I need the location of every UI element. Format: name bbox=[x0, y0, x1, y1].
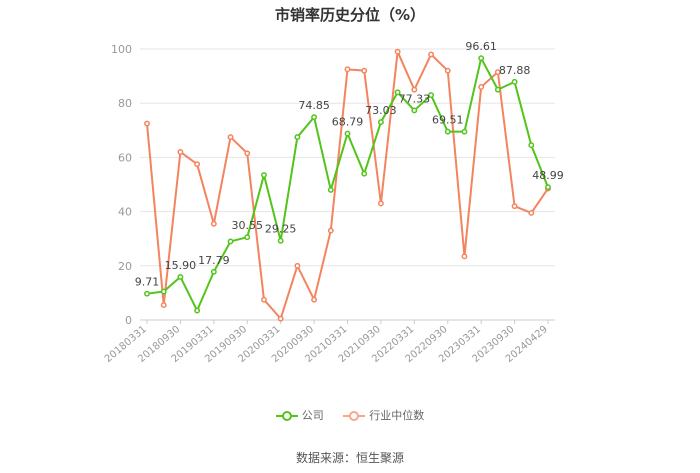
company-point bbox=[327, 186, 334, 193]
chart-title: 市销率历史分位（%） bbox=[274, 6, 426, 24]
company-point bbox=[478, 55, 485, 62]
industry-point bbox=[144, 120, 150, 127]
company-point bbox=[261, 172, 267, 178]
y-tick-label: 60 bbox=[118, 151, 132, 164]
company-point bbox=[144, 290, 150, 297]
industry-point bbox=[528, 210, 535, 216]
y-tick-label: 20 bbox=[118, 260, 132, 273]
company-point bbox=[444, 128, 451, 135]
industry-point bbox=[294, 262, 301, 269]
company-point bbox=[244, 234, 251, 241]
data-label: 74.85 bbox=[298, 99, 330, 112]
industry-point bbox=[277, 315, 284, 322]
legend-item-company[interactable]: 公司 bbox=[275, 407, 324, 423]
legend: 公司 行业中位数 bbox=[0, 407, 700, 423]
company-point bbox=[194, 307, 201, 314]
company-point bbox=[545, 184, 551, 191]
data-label: 9.71 bbox=[135, 276, 160, 289]
company-point bbox=[277, 237, 284, 244]
company-point bbox=[428, 92, 434, 99]
industry-point bbox=[344, 66, 351, 73]
industry-point bbox=[361, 67, 368, 74]
data-label: 73.03 bbox=[365, 104, 397, 117]
industry-point bbox=[160, 302, 167, 309]
company-point bbox=[461, 128, 468, 135]
industry-point bbox=[327, 227, 334, 234]
data-label: 15.90 bbox=[165, 259, 197, 272]
industry-point bbox=[377, 200, 384, 207]
industry-point bbox=[227, 134, 234, 141]
data-label: 48.99 bbox=[532, 169, 564, 182]
source-note: 数据来源：恒生聚源 bbox=[295, 451, 404, 465]
legend-item-industry-median[interactable]: 行业中位数 bbox=[343, 407, 424, 423]
company-point bbox=[311, 114, 318, 121]
industry-point bbox=[411, 86, 418, 93]
company-point bbox=[210, 268, 217, 275]
x-axis: 2018033120180930201903312019093020200331… bbox=[103, 319, 555, 365]
company-point bbox=[511, 78, 518, 85]
series-group bbox=[144, 48, 551, 322]
y-tick-label: 80 bbox=[118, 97, 132, 110]
data-label: 30.55 bbox=[232, 219, 264, 232]
industry-point bbox=[194, 161, 201, 168]
data-label: 96.61 bbox=[465, 40, 497, 53]
company-point bbox=[294, 134, 301, 141]
industry-point bbox=[210, 220, 217, 227]
industry-point bbox=[261, 296, 267, 303]
company-point bbox=[361, 170, 368, 177]
industry-point bbox=[394, 48, 401, 55]
data-labels: 9.71 15.90 17.79 30.55 29.25 74.8568.7973.037… bbox=[135, 40, 564, 288]
company-point bbox=[227, 238, 234, 245]
company-point bbox=[344, 130, 351, 137]
industry-point bbox=[311, 296, 318, 303]
company-line bbox=[146, 57, 549, 312]
y-tick-label: 100 bbox=[111, 43, 132, 56]
data-label: 87.88 bbox=[499, 64, 531, 77]
legend-industry-icon bbox=[343, 411, 366, 421]
industry-point bbox=[244, 150, 251, 157]
data-label: 68.79 bbox=[332, 116, 364, 129]
industry-point bbox=[428, 51, 434, 58]
industry-point bbox=[478, 83, 485, 90]
company-point bbox=[494, 86, 501, 93]
industry-median-line bbox=[146, 50, 549, 320]
data-label: 69.51 bbox=[432, 114, 464, 127]
industry-point bbox=[511, 203, 518, 210]
industry-point bbox=[444, 67, 451, 74]
industry-point bbox=[177, 149, 184, 155]
company-point bbox=[177, 273, 184, 280]
industry-point bbox=[494, 69, 501, 75]
legend-industry-label: 行业中位数 bbox=[369, 409, 425, 422]
company-point bbox=[528, 142, 535, 149]
data-label: 77.33 bbox=[399, 92, 431, 105]
legend-company-label: 公司 bbox=[301, 409, 324, 422]
industry-point bbox=[461, 253, 468, 260]
y-tick-label: 40 bbox=[118, 206, 132, 219]
data-label: 29.25 bbox=[265, 223, 297, 236]
legend-company-icon bbox=[275, 411, 298, 421]
data-label: 17.79 bbox=[198, 254, 230, 267]
company-point bbox=[160, 288, 167, 295]
company-point bbox=[411, 107, 418, 114]
company-point bbox=[377, 119, 384, 126]
company-point bbox=[394, 89, 401, 96]
y-axis: 0 20 40 60 80 100 bbox=[111, 43, 132, 327]
y-tick-label: 0 bbox=[125, 314, 132, 327]
